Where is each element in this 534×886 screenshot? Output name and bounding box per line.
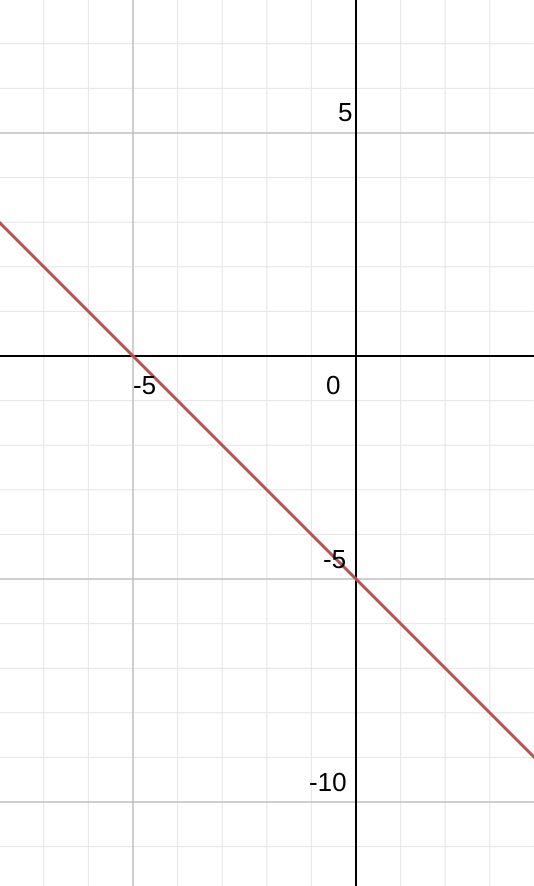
y-tick-label: -10: [309, 767, 347, 798]
line-chart: -5 0 5 -5 -10: [0, 0, 534, 886]
y-tick-label: 5: [338, 97, 352, 128]
x-tick-label: 0: [326, 370, 340, 401]
x-tick-label: -5: [133, 370, 156, 401]
chart-canvas: [0, 0, 534, 886]
y-tick-label: -5: [323, 544, 346, 575]
